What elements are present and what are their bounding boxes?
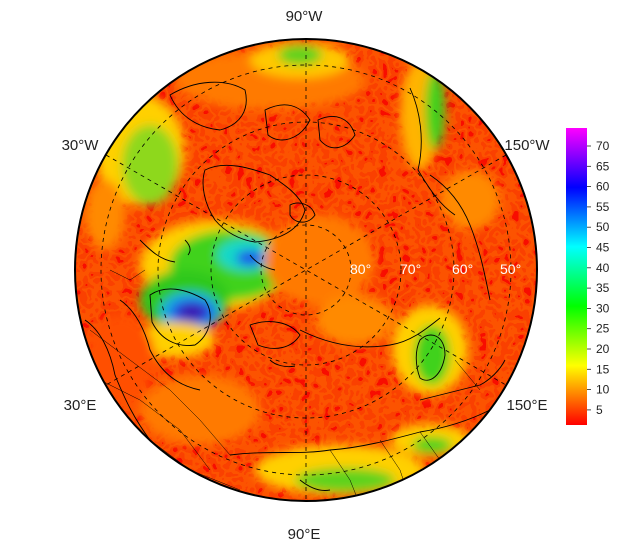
meridian-30-150: [105, 154, 507, 386]
lat-label-70: 70°: [400, 261, 421, 277]
lon-label-bottom: 90°E: [288, 526, 321, 543]
lat-circle-70: [210, 174, 402, 366]
colorbar-tick-label: 25: [596, 322, 610, 336]
colorbar-tick-label: 5: [596, 403, 603, 417]
colorbar-tick-label: 10: [596, 383, 610, 397]
colorbar: 70 65 60 55 50 45 40 35 30 25 20 15 10 5: [566, 128, 610, 425]
lon-label-upper-right: 150°W: [504, 137, 550, 154]
longitude-labels: 90°W 30°W 150°W 30°E 150°E 90°E: [62, 8, 551, 543]
lat-label-60: 60°: [452, 261, 473, 277]
lon-label-lower-left: 30°E: [64, 397, 97, 414]
data-field: [75, 39, 537, 501]
colorbar-tick-label: 30: [596, 301, 610, 315]
colorbar-tick-label: 20: [596, 342, 610, 356]
colorbar-tick-label: 60: [596, 180, 610, 194]
colorbar-tick-label: 40: [596, 261, 610, 275]
graticule: [100, 39, 512, 501]
lat-label-80: 80°: [350, 261, 371, 277]
lon-label-upper-left: 30°W: [62, 137, 100, 154]
colorbar-tick-label: 15: [596, 362, 610, 376]
colorbar-gradient: [566, 128, 587, 425]
colorbar-tick-label: 45: [596, 241, 610, 255]
map-boundary: [74, 38, 538, 502]
colorbar-tick-label: 55: [596, 200, 610, 214]
colorbar-tick-label: 35: [596, 281, 610, 295]
coastlines: [84, 81, 506, 491]
lon-label-top: 90°W: [286, 8, 324, 25]
lat-label-50: 50°: [500, 261, 521, 277]
meridian-150-30: [105, 154, 507, 386]
colorbar-ticks: 70 65 60 55 50 45 40 35 30 25 20 15 10 5: [587, 139, 610, 417]
latitude-labels: 80° 70° 60° 50°: [350, 261, 521, 277]
colorbar-tick-label: 70: [596, 139, 610, 153]
colorbar-tick-label: 50: [596, 220, 610, 234]
colorbar-tick-label: 65: [596, 159, 610, 173]
lon-label-lower-right: 150°E: [506, 397, 547, 414]
